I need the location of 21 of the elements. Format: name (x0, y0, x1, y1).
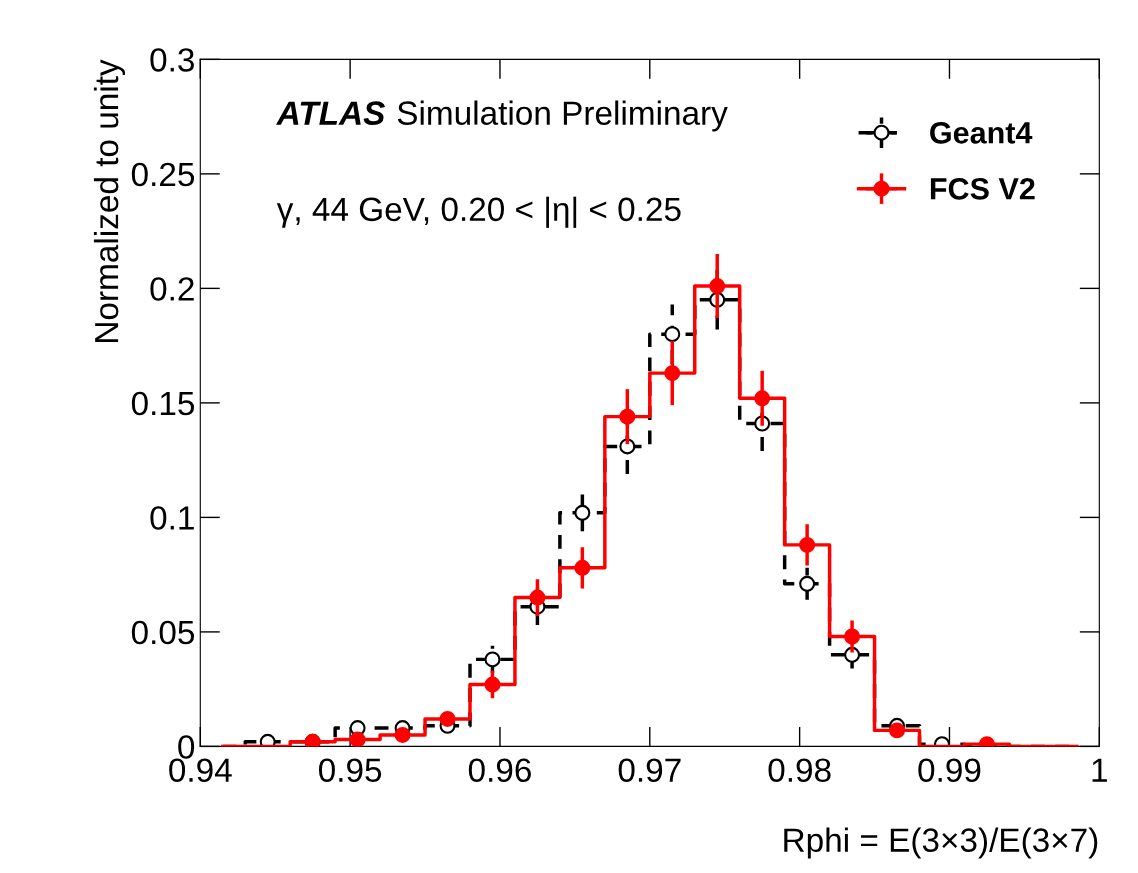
y-tick-label: 0.3 (150, 48, 194, 72)
annotation: Simulation Preliminary (397, 100, 728, 132)
x-tick-label: 1 (1092, 758, 1107, 782)
y-tick-label: 0 (178, 735, 195, 759)
x-axis-title: Rphi = E(3×3)/E(3×7) (784, 827, 1098, 859)
y-tick-label: 0.15 (131, 391, 195, 416)
x-tick-label: 0.96 (468, 758, 531, 783)
x-tick-label: 0.99 (918, 758, 981, 783)
y-tick-label: 0.05 (131, 620, 195, 645)
annotation: γ, 44 GeV, 0.20 < |η| < 0.25 (276, 196, 681, 228)
y-tick-label: 0.1 (150, 506, 194, 530)
legend-label: FCS V2 (930, 178, 1035, 200)
y-tick-label: 0.2 (150, 277, 194, 301)
y-tick-label: 0.25 (131, 162, 195, 187)
x-tick-label: 0.98 (768, 758, 831, 783)
y-axis-title: Normalized to unity (93, 59, 125, 342)
legend-label: Geant4 (930, 122, 1033, 144)
x-tick-label: 0.95 (318, 758, 382, 783)
x-tick-label: 0.94 (169, 758, 232, 783)
annotation: ATLAS (276, 101, 385, 125)
x-tick-label: 0.97 (618, 758, 681, 783)
